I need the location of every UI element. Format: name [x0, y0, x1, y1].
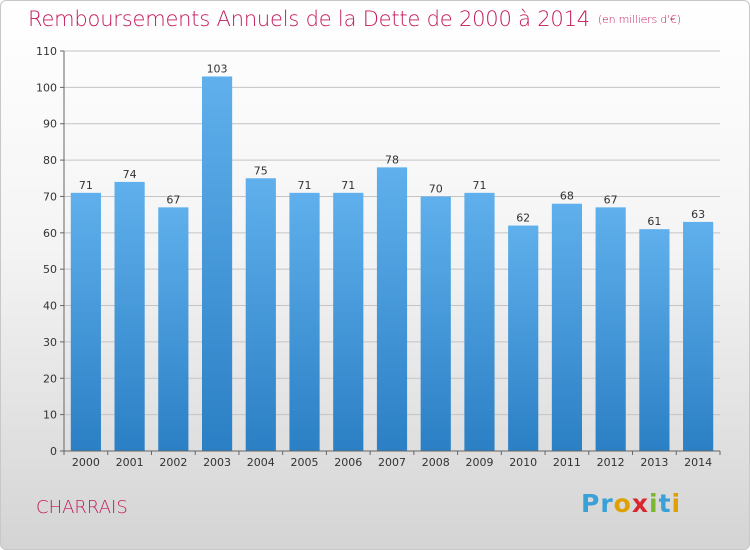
value-label-2003: 103	[207, 62, 228, 75]
chart-title: Remboursements Annuels de la Dette de 20…	[28, 7, 681, 31]
bar-2010	[508, 225, 539, 451]
x-tick-label-2014: 2014	[684, 456, 712, 469]
y-tick-label: 0	[50, 445, 57, 458]
bar-2008	[420, 196, 451, 451]
value-label-2012: 67	[604, 193, 618, 206]
chart-unit: (en milliers d'€)	[597, 13, 681, 26]
value-label-2011: 68	[560, 190, 574, 203]
x-tick-label-2013: 2013	[640, 456, 668, 469]
value-label-2006: 71	[341, 179, 355, 192]
axes: 0 10 20 30 40 50 60 70 80 90 100 110 2000 2001 2002 200…	[36, 45, 721, 469]
commune-name: CHARRAIS	[36, 497, 128, 518]
proxiti-logo: Proxiti	[581, 489, 681, 518]
y-tick-label: 20	[43, 372, 57, 385]
x-tick-label-2002: 2002	[159, 456, 187, 469]
bar-2013	[639, 229, 670, 451]
y-tick-label: 40	[43, 300, 57, 313]
bar-2011	[551, 203, 583, 451]
x-tick-label-2005: 2005	[291, 456, 319, 469]
value-label-2000: 71	[79, 179, 93, 192]
x-tick-label-2009: 2009	[465, 456, 493, 469]
x-tick-label-2003: 2003	[203, 456, 231, 469]
x-tick-label-2010: 2010	[509, 456, 537, 469]
x-tick-label-2008: 2008	[422, 456, 450, 469]
y-tick-label: 110	[36, 45, 57, 58]
value-label-2002: 67	[166, 193, 180, 206]
logo-letter: r	[600, 489, 614, 518]
bar-2009	[464, 192, 495, 451]
x-tick-label-2000: 2000	[72, 456, 100, 469]
logo-letter: P	[581, 489, 601, 518]
y-tick-label: 10	[43, 409, 57, 422]
bar-2003	[201, 76, 233, 452]
bar-2005	[289, 192, 320, 451]
y-tick-label: 100	[36, 81, 57, 94]
logo-letter: i	[671, 489, 682, 518]
logo-letter: i	[649, 489, 659, 518]
y-tick-label: 90	[43, 118, 57, 131]
x-tick-label-2004: 2004	[247, 456, 275, 469]
bar-2012	[595, 207, 626, 451]
x-tick-label-2012: 2012	[597, 456, 625, 469]
value-label-2009: 71	[472, 179, 486, 192]
value-label-2010: 62	[516, 212, 530, 225]
logo-letter: t	[658, 489, 672, 518]
x-tick-label-2006: 2006	[334, 456, 362, 469]
chart-title-text: Remboursements Annuels de la Dette de 20…	[28, 7, 590, 31]
value-label-2005: 71	[298, 179, 312, 192]
bar-2014	[683, 221, 714, 451]
x-tick-label-2001: 2001	[116, 456, 144, 469]
logo-letter: x	[631, 489, 649, 518]
bar-2000	[70, 192, 101, 451]
value-label-2008: 70	[429, 182, 443, 195]
bar-2006	[333, 192, 364, 451]
value-label-2007: 78	[385, 153, 399, 166]
y-tick-label: 30	[43, 336, 57, 349]
y-tick-label: 80	[43, 154, 57, 167]
logo-letter: o	[613, 489, 632, 518]
bar-2004	[245, 178, 276, 452]
y-tick-label: 70	[43, 190, 57, 203]
value-label-2014: 63	[691, 208, 705, 221]
value-label-2004: 75	[254, 164, 268, 177]
bars: 71 74 67 103 75 71 71 78 70 71 62 68 67 61 63	[70, 62, 714, 452]
value-label-2001: 74	[123, 168, 137, 181]
bar-2007	[376, 167, 408, 451]
x-tick-label-2007: 2007	[378, 456, 406, 469]
x-tick-label-2011: 2011	[553, 456, 581, 469]
bar-2002	[158, 207, 189, 451]
bar-2001	[114, 181, 145, 451]
y-tick-label: 60	[43, 227, 57, 240]
value-label-2013: 61	[647, 215, 661, 228]
y-tick-label: 50	[43, 263, 57, 276]
